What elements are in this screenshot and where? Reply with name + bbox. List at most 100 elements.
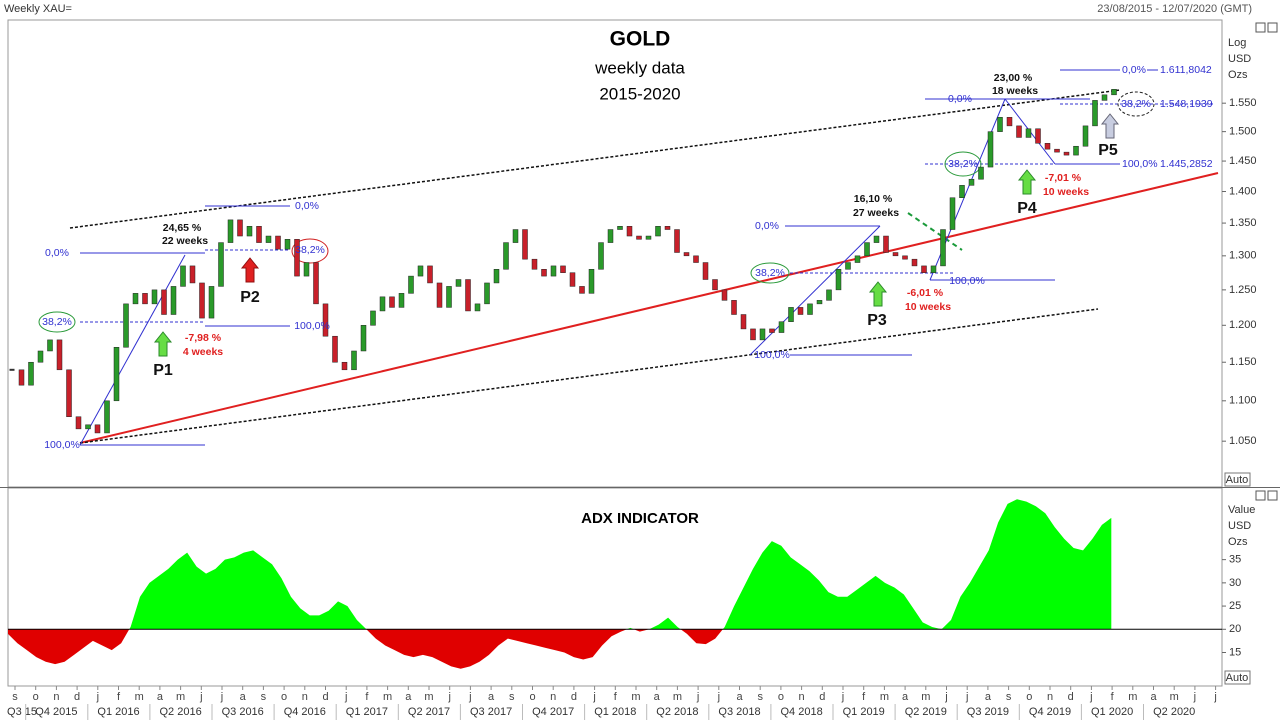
candle xyxy=(1016,125,1022,138)
y-tick-label: 35 xyxy=(1229,554,1241,566)
candle xyxy=(370,310,376,326)
annotation: 100,0% xyxy=(754,349,790,361)
candle xyxy=(835,269,842,291)
candle xyxy=(1101,94,1108,101)
scale-button[interactable] xyxy=(1224,670,1251,685)
candle xyxy=(465,279,471,312)
candle xyxy=(389,296,395,308)
x-tick-label: j xyxy=(696,691,699,703)
candle xyxy=(968,178,975,186)
candle xyxy=(788,307,794,322)
annotation: 100,0% xyxy=(949,275,985,287)
candle xyxy=(797,307,804,315)
candle xyxy=(1035,128,1041,144)
x-tick-label: j xyxy=(220,691,223,703)
candle xyxy=(598,242,604,270)
annotation: 18 weeks xyxy=(992,85,1038,97)
annotation: -7,98 % xyxy=(185,332,222,344)
annotation: 1.611,8042 xyxy=(1160,64,1212,76)
y-axis-label: Log xyxy=(1228,37,1246,49)
quarter-label: Q3 2018 xyxy=(718,706,760,718)
x-tick-label: f xyxy=(117,691,121,703)
candle xyxy=(997,117,1003,132)
x-tick-label: f xyxy=(614,691,618,703)
x-tick-label: n xyxy=(1047,691,1053,703)
candle xyxy=(769,328,775,333)
candle xyxy=(902,255,908,260)
x-tick-label: m xyxy=(673,691,682,703)
annotation: P5 xyxy=(1098,142,1118,159)
break-line xyxy=(907,212,963,251)
candle xyxy=(322,303,329,337)
quarter-label: Q1 2017 xyxy=(346,706,388,718)
candle xyxy=(778,321,785,333)
panel-button[interactable] xyxy=(1267,22,1278,33)
panel-button[interactable] xyxy=(1255,490,1266,501)
candle xyxy=(721,289,728,301)
quarter-label: Q1 2016 xyxy=(97,706,139,718)
panel-button[interactable] xyxy=(1267,490,1278,501)
y-tick-label: 1.100 xyxy=(1229,395,1257,407)
annotation: 0,0% xyxy=(948,93,972,105)
candle xyxy=(930,265,937,273)
y-tick-label: 1.300 xyxy=(1229,250,1257,262)
annotation: 100,0% xyxy=(294,320,330,332)
candle xyxy=(807,303,813,315)
channel-line xyxy=(69,89,1121,229)
y-tick-label: 1.250 xyxy=(1229,284,1257,296)
candle xyxy=(674,229,680,253)
x-tick-label: d xyxy=(571,691,577,703)
scale-mode[interactable]: Auto xyxy=(1226,672,1249,684)
x-tick-label: f xyxy=(862,691,866,703)
x-tick-label: a xyxy=(405,691,412,703)
panel-button[interactable] xyxy=(1255,22,1266,33)
candle xyxy=(683,252,690,257)
candle xyxy=(351,350,357,371)
candle xyxy=(655,226,661,237)
annotation: 4 weeks xyxy=(183,346,223,358)
candle xyxy=(170,286,177,315)
candle xyxy=(740,314,747,330)
y-tick-label: 1.050 xyxy=(1229,435,1257,447)
x-tick-label: f xyxy=(1111,691,1115,703)
x-tick-label: s xyxy=(509,691,515,703)
quarter-label: Q2 2019 xyxy=(905,706,947,718)
quarter-label: Q1 2019 xyxy=(843,706,885,718)
x-tick-label: o xyxy=(281,691,287,703)
candle xyxy=(541,269,547,277)
x-tick-label: m xyxy=(631,691,640,703)
instrument-label: Weekly XAU= xyxy=(4,3,72,15)
candle xyxy=(1025,128,1032,138)
candle xyxy=(579,286,585,294)
scale-button[interactable] xyxy=(1224,472,1251,487)
annotation: 1.445,2852 xyxy=(1160,158,1213,170)
candle xyxy=(816,300,823,305)
annotation: 0,0% xyxy=(755,220,779,232)
adx-title: ADX INDICATOR xyxy=(581,510,699,527)
candle xyxy=(151,289,158,305)
channel-line xyxy=(79,308,1099,444)
candle xyxy=(113,347,120,402)
candle xyxy=(512,229,519,243)
candle xyxy=(265,235,272,243)
highlight-ellipse xyxy=(1117,91,1155,117)
x-tick-label: o xyxy=(33,691,39,703)
x-tick-label: d xyxy=(1068,691,1074,703)
x-tick-label: s xyxy=(261,691,267,703)
candle xyxy=(750,328,756,341)
x-tick-label: j xyxy=(199,691,202,703)
annotation: P3 xyxy=(867,312,887,329)
candle xyxy=(731,300,737,315)
highlight-ellipse xyxy=(750,262,790,284)
candle xyxy=(94,424,101,434)
quarter-label: Q2 2016 xyxy=(159,706,201,718)
scale-mode[interactable]: Auto xyxy=(1226,474,1249,486)
candle xyxy=(28,361,34,386)
annotation: -6,01 % xyxy=(907,287,944,299)
candle xyxy=(142,293,148,305)
x-tick-label: j xyxy=(344,691,347,703)
candle xyxy=(484,282,490,305)
x-tick-label: j xyxy=(592,691,595,703)
x-tick-label: d xyxy=(74,691,80,703)
candle xyxy=(189,265,196,284)
